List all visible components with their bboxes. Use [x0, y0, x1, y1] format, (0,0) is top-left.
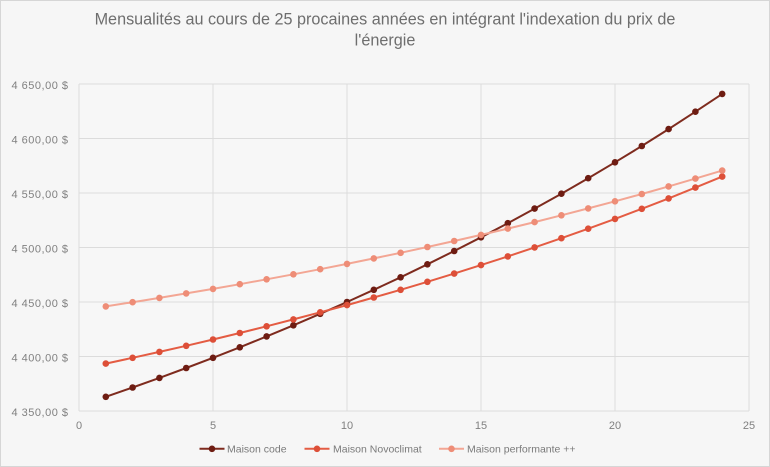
svg-text:4 600,00 $: 4 600,00 $ — [12, 135, 69, 147]
svg-text:4 400,00 $: 4 400,00 $ — [12, 353, 69, 365]
svg-text:4 650,00 $: 4 650,00 $ — [12, 80, 69, 92]
svg-text:Maison Novoclimat: Maison Novoclimat — [333, 444, 422, 456]
svg-text:0: 0 — [76, 420, 82, 432]
svg-text:5: 5 — [210, 420, 216, 432]
svg-text:10: 10 — [341, 420, 353, 432]
svg-text:25: 25 — [743, 420, 755, 432]
svg-text:Maison code: Maison code — [227, 444, 287, 456]
svg-text:Maison performante ++: Maison performante ++ — [467, 444, 576, 456]
svg-text:4 550,00 $: 4 550,00 $ — [12, 189, 69, 201]
svg-text:4 350,00 $: 4 350,00 $ — [12, 407, 69, 419]
svg-text:l'énergie: l'énergie — [355, 32, 416, 50]
svg-text:Mensualités au cours de 25 pro: Mensualités au cours de 25 procaines ann… — [95, 11, 676, 29]
svg-text:15: 15 — [475, 420, 487, 432]
svg-text:4 450,00 $: 4 450,00 $ — [12, 298, 69, 310]
svg-text:4 500,00 $: 4 500,00 $ — [12, 244, 69, 256]
svg-text:20: 20 — [609, 420, 621, 432]
